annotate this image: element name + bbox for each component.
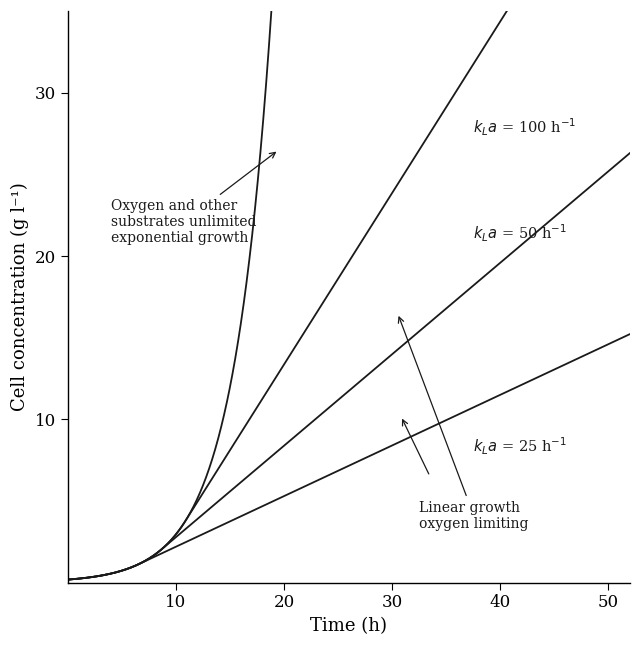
Text: $k_L a$ = 100 h$^{-1}$: $k_L a$ = 100 h$^{-1}$ xyxy=(473,117,576,138)
Text: Oxygen and other
substrates unlimited
exponential growth: Oxygen and other substrates unlimited ex… xyxy=(111,152,276,245)
Text: $k_L a$ = 25 h$^{-1}$: $k_L a$ = 25 h$^{-1}$ xyxy=(473,435,567,457)
Y-axis label: Cell concentration (g l⁻¹): Cell concentration (g l⁻¹) xyxy=(11,182,29,412)
Text: $k_L a$ = 50 h$^{-1}$: $k_L a$ = 50 h$^{-1}$ xyxy=(473,223,567,244)
X-axis label: Time (h): Time (h) xyxy=(310,617,387,635)
Text: Linear growth
oxygen limiting: Linear growth oxygen limiting xyxy=(399,317,529,531)
